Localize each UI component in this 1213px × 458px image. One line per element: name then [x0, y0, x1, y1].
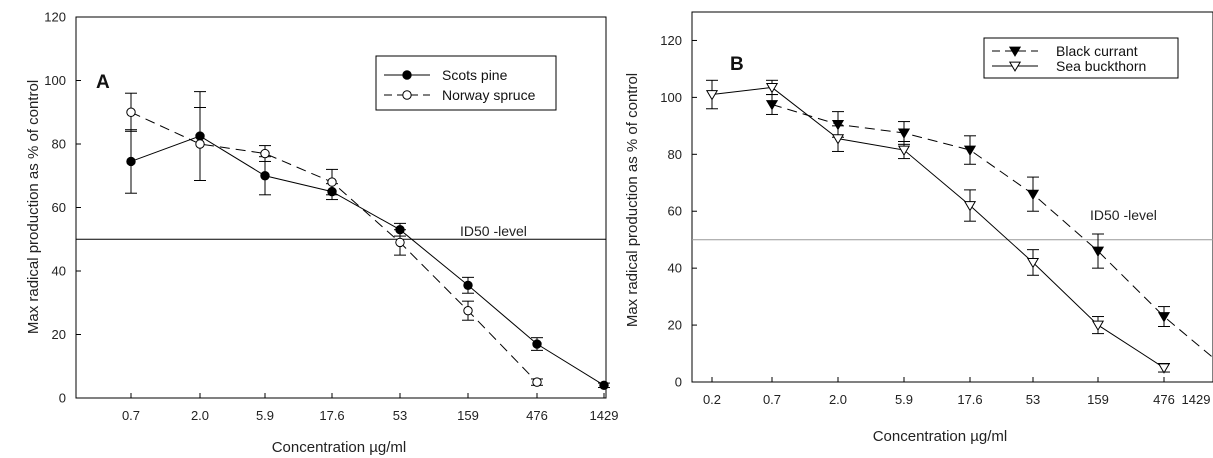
data-point — [260, 171, 270, 181]
series-line-0 — [771, 104, 1213, 359]
x-axis-label: Concentration µg/ml — [873, 428, 1008, 445]
x-tick-label: 159 — [457, 408, 479, 423]
y-tick-label: 80 — [52, 137, 66, 152]
data-point — [963, 145, 977, 156]
series-line-1 — [130, 111, 538, 383]
data-point — [395, 237, 405, 248]
panel-b-chart: 0 20 40 60 80 100 120 0.2 0.7 2.0 5.9 17.6 53 159 476 1… — [624, 11, 1213, 445]
data-point — [532, 339, 542, 349]
y-tick-label: 20 — [668, 318, 682, 333]
x-tick-label: 2.0 — [829, 392, 847, 407]
y-tick-label: 60 — [52, 200, 66, 215]
x-tick-label: 53 — [1026, 392, 1040, 407]
x-tick-label: 0.2 — [703, 392, 721, 407]
y-tick-label: 20 — [52, 327, 66, 342]
legend-box — [375, 55, 557, 111]
legend-marker — [1008, 61, 1022, 72]
x-tick-label: 0.7 — [122, 408, 140, 423]
y-tick-label: 120 — [44, 10, 66, 25]
data-point — [831, 134, 845, 145]
x-tick-label: 5.9 — [256, 408, 274, 423]
data-point — [1026, 258, 1040, 269]
y-tick-label: 0 — [675, 375, 682, 390]
plot-frame — [691, 11, 1213, 383]
x-tick-label: 476 — [526, 408, 548, 423]
legend-label: Sea buckthorn — [1056, 58, 1146, 74]
x-tick-label: 1429 — [1182, 392, 1211, 407]
data-point — [765, 83, 779, 94]
id50-annotation: ID50 -level — [460, 223, 527, 239]
y-tick-label: 120 — [660, 33, 682, 48]
y-tick-label: 60 — [668, 204, 682, 219]
data-point — [463, 305, 473, 316]
data-point — [532, 377, 542, 387]
x-tick-label: 0.7 — [763, 392, 781, 407]
x-tick-label: 5.9 — [895, 392, 913, 407]
data-point — [765, 100, 779, 111]
series-line-0 — [130, 135, 605, 386]
data-point — [126, 107, 136, 117]
x-tick-label: 17.6 — [957, 392, 982, 407]
data-point — [1091, 320, 1105, 332]
data-point — [1157, 312, 1171, 323]
legend-label: Norway spruce — [442, 87, 536, 103]
data-point — [1091, 246, 1105, 258]
data-point — [897, 128, 911, 139]
y-tick-label: 100 — [660, 90, 682, 105]
data-point — [831, 120, 845, 131]
data-point — [599, 380, 609, 390]
data-point — [1157, 363, 1171, 374]
data-point — [126, 156, 136, 167]
data-point — [897, 145, 911, 156]
data-point — [260, 148, 270, 159]
legend-marker — [402, 70, 412, 80]
legend-box — [983, 37, 1179, 79]
x-tick-label: 159 — [1087, 392, 1109, 407]
data-point — [963, 201, 977, 212]
y-tick-label: 100 — [44, 73, 66, 88]
panel-a-chart: 0 20 40 60 80 100 120 0.7 2.0 5.9 17.6 53 159 476 1429… — [25, 10, 618, 457]
data-point — [463, 280, 473, 290]
x-tick-label: 476 — [1153, 392, 1175, 407]
data-point — [1026, 189, 1040, 201]
y-tick-label: 40 — [668, 261, 682, 276]
x-axis-label: Concentration µg/ml — [272, 439, 407, 456]
y-tick-label: 40 — [52, 264, 66, 279]
y-tick-label: 0 — [59, 391, 66, 406]
legend-marker — [1008, 46, 1022, 57]
panel-letter: B — [730, 54, 744, 75]
y-tick-label: 80 — [668, 147, 682, 162]
series-line-1 — [711, 86, 1165, 369]
data-point — [327, 177, 337, 187]
x-tick-label: 53 — [393, 408, 407, 423]
id50-annotation: ID50 -level — [1090, 207, 1157, 223]
legend-label: Scots pine — [442, 67, 508, 83]
x-tick-label: 1429 — [590, 408, 619, 423]
data-point — [195, 139, 205, 149]
legend-marker — [402, 90, 412, 100]
y-axis-label: Max radical production as % of control — [624, 73, 641, 327]
x-tick-label: 17.6 — [319, 408, 344, 423]
data-point — [705, 90, 719, 101]
panel-letter: A — [96, 72, 110, 93]
legend-label: Black currant — [1056, 43, 1138, 59]
y-axis-label: Max radical production as % of control — [25, 80, 42, 334]
x-tick-label: 2.0 — [191, 408, 209, 423]
